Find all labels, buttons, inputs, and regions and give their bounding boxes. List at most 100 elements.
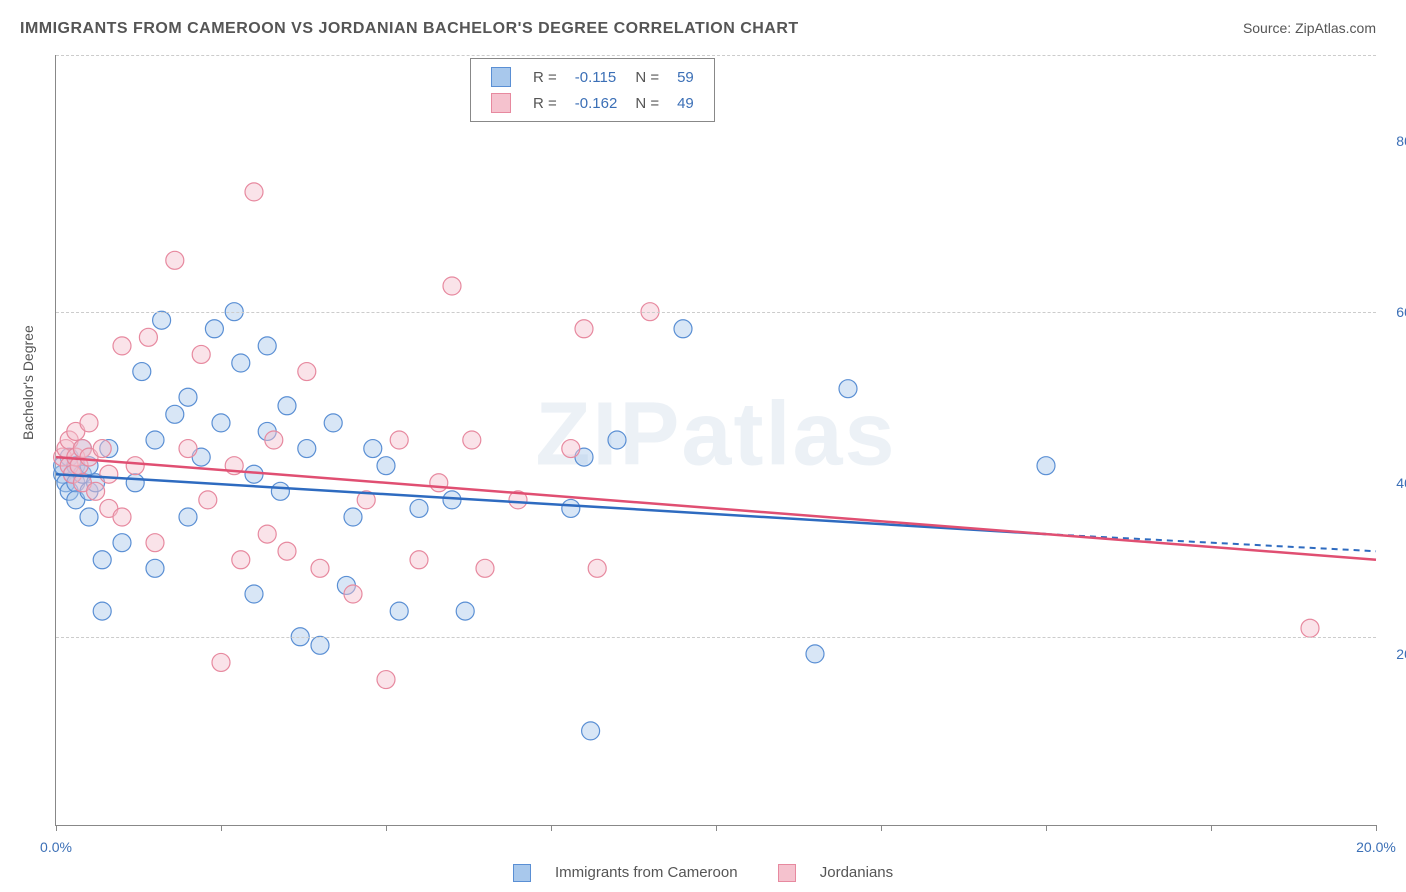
data-point — [377, 457, 395, 475]
trend-line-extrapolated — [1046, 534, 1376, 551]
data-point — [278, 397, 296, 415]
source-label: Source: — [1243, 20, 1295, 36]
data-point — [232, 551, 250, 569]
data-point — [430, 474, 448, 492]
data-point — [232, 354, 250, 372]
legend-stats-row: R =-0.162N =49 — [483, 91, 702, 115]
x-tick — [1046, 825, 1047, 831]
source-value: ZipAtlas.com — [1295, 20, 1376, 36]
legend-series-item: Jordanians — [768, 864, 904, 881]
data-point — [443, 491, 461, 509]
data-point — [126, 474, 144, 492]
data-point — [588, 559, 606, 577]
data-point — [166, 251, 184, 269]
data-point — [179, 440, 197, 458]
data-point — [166, 405, 184, 423]
data-point — [146, 559, 164, 577]
data-point — [1301, 619, 1319, 637]
x-tick — [386, 825, 387, 831]
data-point — [113, 508, 131, 526]
legend-swatch — [491, 67, 511, 87]
legend-r-label: R = — [525, 91, 565, 115]
data-point — [271, 482, 289, 500]
grid-line — [56, 312, 1376, 313]
x-tick — [1211, 825, 1212, 831]
data-point — [582, 722, 600, 740]
data-point — [80, 508, 98, 526]
data-point — [113, 534, 131, 552]
data-point — [212, 414, 230, 432]
data-point — [1037, 457, 1055, 475]
data-point — [463, 431, 481, 449]
data-point — [839, 380, 857, 398]
data-point — [199, 491, 217, 509]
data-point — [298, 440, 316, 458]
y-tick-label: 40.0% — [1386, 475, 1406, 491]
legend-n-label: N = — [627, 65, 667, 89]
legend-r-value: -0.115 — [567, 65, 626, 89]
data-point — [258, 525, 276, 543]
grid-line — [56, 55, 1376, 56]
legend-swatch — [778, 864, 796, 882]
data-point — [205, 320, 223, 338]
data-point — [377, 671, 395, 689]
x-tick — [56, 825, 57, 831]
data-point — [87, 482, 105, 500]
x-tick — [221, 825, 222, 831]
x-tick — [881, 825, 882, 831]
legend-series-item: Immigrants from Cameroon — [503, 864, 748, 881]
data-point — [139, 328, 157, 346]
data-point — [344, 585, 362, 603]
data-point — [258, 337, 276, 355]
data-point — [93, 551, 111, 569]
x-tick — [716, 825, 717, 831]
data-point — [153, 311, 171, 329]
x-tick — [551, 825, 552, 831]
trend-line — [56, 457, 1376, 560]
x-tick-label: 20.0% — [1356, 839, 1396, 855]
data-point — [575, 320, 593, 338]
y-tick-label: 20.0% — [1386, 646, 1406, 662]
data-point — [179, 388, 197, 406]
legend-series-label: Jordanians — [820, 864, 893, 881]
y-tick-label: 80.0% — [1386, 133, 1406, 149]
legend-swatch — [491, 93, 511, 113]
x-tick-label: 0.0% — [40, 839, 72, 855]
data-point — [608, 431, 626, 449]
legend-n-label: N = — [627, 91, 667, 115]
legend-r-value: -0.162 — [567, 91, 626, 115]
data-point — [562, 440, 580, 458]
data-point — [364, 440, 382, 458]
data-point — [311, 559, 329, 577]
data-point — [390, 431, 408, 449]
legend-stats-table: R =-0.115N =59R =-0.162N =49 — [481, 63, 704, 117]
legend-series: Immigrants from Cameroon Jordanians — [0, 864, 1406, 882]
data-point — [410, 551, 428, 569]
scatter-svg — [56, 55, 1376, 825]
legend-stats-row: R =-0.115N =59 — [483, 65, 702, 89]
data-point — [212, 653, 230, 671]
data-point — [443, 277, 461, 295]
legend-r-label: R = — [525, 65, 565, 89]
data-point — [410, 499, 428, 517]
grid-line — [56, 637, 1376, 638]
data-point — [562, 499, 580, 517]
legend-n-value: 59 — [669, 65, 702, 89]
y-tick-label: 60.0% — [1386, 304, 1406, 320]
x-tick — [1376, 825, 1377, 831]
data-point — [126, 457, 144, 475]
chart-plot-area: ZIPatlas 20.0%40.0%60.0%80.0%0.0%20.0% — [55, 55, 1376, 826]
data-point — [806, 645, 824, 663]
data-point — [146, 534, 164, 552]
data-point — [80, 414, 98, 432]
data-point — [265, 431, 283, 449]
data-point — [245, 585, 263, 603]
data-point — [344, 508, 362, 526]
data-point — [476, 559, 494, 577]
data-point — [390, 602, 408, 620]
data-point — [100, 465, 118, 483]
data-point — [192, 345, 210, 363]
legend-series-label: Immigrants from Cameroon — [555, 864, 738, 881]
data-point — [133, 363, 151, 381]
y-axis-label: Bachelor's Degree — [20, 325, 36, 440]
